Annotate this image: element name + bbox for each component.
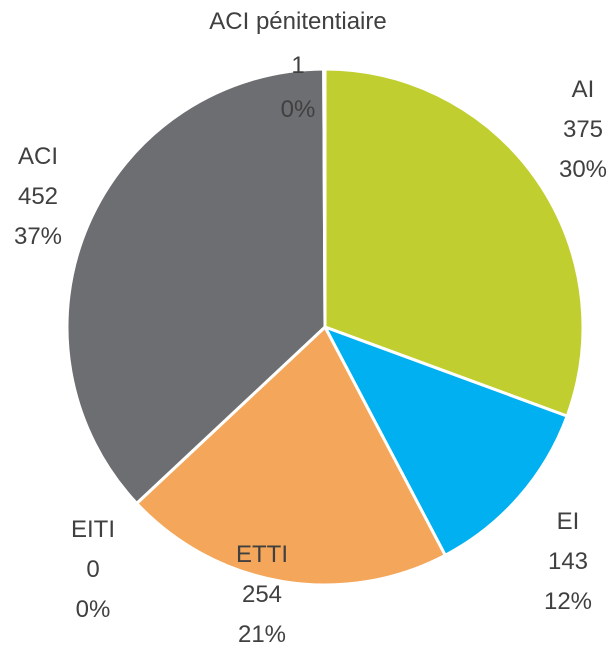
value-label: 1 — [291, 52, 305, 79]
data-label: EITI 0 0% — [53, 510, 133, 630]
category-label: ETTI — [236, 541, 288, 568]
data-label: EI 143 12% — [528, 502, 608, 622]
category-label: AI — [571, 76, 595, 103]
percentage-label: 21% — [237, 621, 287, 646]
pie-slice — [321, 324, 570, 558]
data-label: ETTI 254 21% — [222, 535, 302, 646]
percentage-label: 12% — [543, 588, 593, 615]
pie-slice — [323, 67, 585, 419]
category-label: ACI — [17, 143, 58, 170]
data-label: ACI pénitentiaire 1 0% — [203, 0, 393, 132]
pie-slice — [134, 324, 448, 587]
percentage-label: 0% — [280, 96, 316, 123]
value-label: 254 — [241, 581, 283, 608]
pie-slice — [322, 67, 327, 328]
value-label: 143 — [547, 548, 589, 575]
category-label: ACI pénitentiaire — [209, 8, 387, 35]
value-label: 375 — [562, 116, 604, 143]
pie-slice — [65, 67, 327, 506]
data-label: ACI 452 37% — [0, 137, 78, 257]
category-label: EITI — [70, 516, 115, 543]
data-label: AI 375 30% — [543, 70, 615, 190]
percentage-label: 0% — [75, 596, 111, 623]
percentage-label: 37% — [13, 223, 63, 250]
value-label: 452 — [17, 183, 59, 210]
percentage-label: 30% — [558, 156, 608, 183]
value-label: 0 — [86, 556, 100, 583]
category-label: EI — [556, 508, 580, 535]
